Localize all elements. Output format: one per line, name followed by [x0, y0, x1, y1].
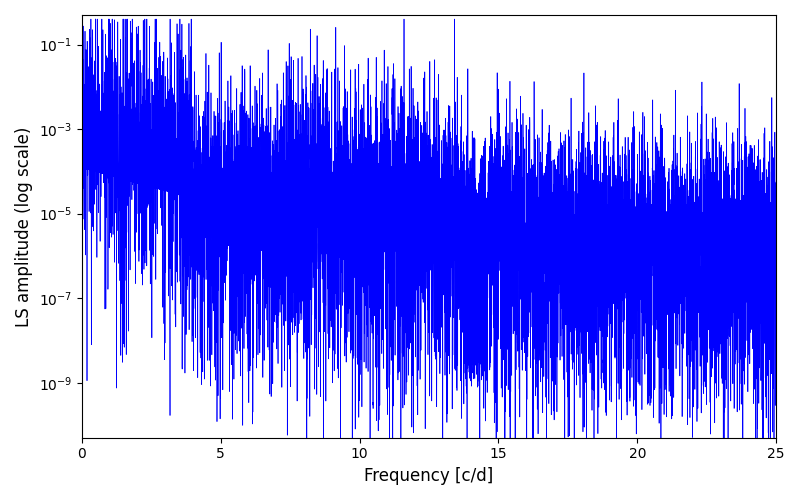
- X-axis label: Frequency [c/d]: Frequency [c/d]: [364, 467, 494, 485]
- Y-axis label: LS amplitude (log scale): LS amplitude (log scale): [15, 126, 33, 326]
